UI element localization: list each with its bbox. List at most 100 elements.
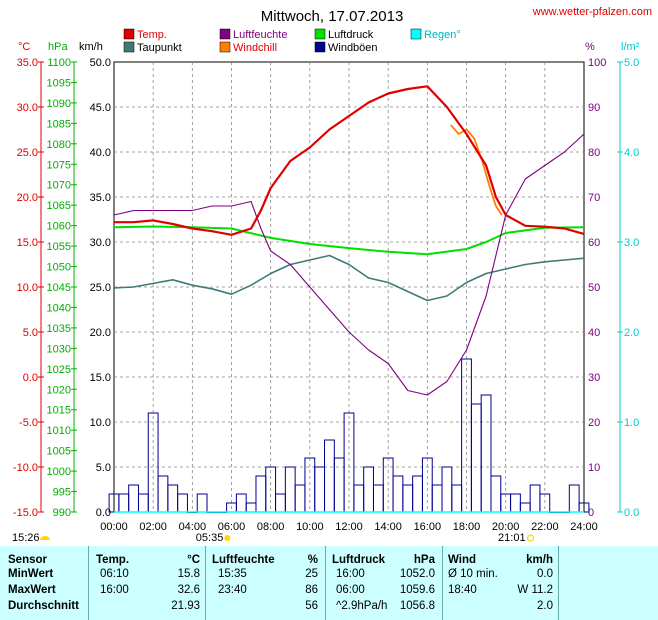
legend-swatch: [219, 41, 231, 53]
legend-swatch: [410, 28, 422, 40]
pressure-time: ^2.9hPa/h: [336, 600, 388, 612]
sun-icon: [224, 535, 231, 541]
pressure-tick-label: 1010: [47, 425, 71, 437]
wind-time: 18:40: [448, 584, 477, 596]
temp-tick-label: -15.0: [13, 507, 38, 519]
pressure-tick-label: 1035: [47, 323, 71, 335]
header-temp-unit: °C: [187, 554, 200, 566]
row-label: MaxWert: [8, 584, 56, 596]
x-tick-label: 22:00: [531, 521, 559, 533]
pressure-tick-label: 1015: [47, 405, 71, 417]
pressure-tick-label: 1045: [47, 282, 71, 294]
pressure-tick-label: 1030: [47, 343, 71, 355]
temp-tick-label: 10.0: [17, 282, 38, 294]
pressure-tick-label: 1060: [47, 221, 71, 233]
x-tick-label: 10:00: [296, 521, 324, 533]
sunrise-label: 05:35: [196, 532, 224, 544]
pressure-tick-label: 1065: [47, 200, 71, 212]
humidity-tick-label: 40: [588, 327, 600, 339]
rain-unit-label: l/m²: [621, 41, 640, 53]
wind-tick-label: 40.0: [90, 147, 111, 159]
chart-title: Mittwoch, 17.07.2013: [261, 8, 404, 25]
temp-tick-label: 0.0: [23, 372, 38, 384]
wind-tick-label: 50.0: [90, 57, 111, 69]
wind-value: 0.0: [537, 568, 553, 580]
legend-label: Windchill: [233, 42, 277, 54]
pressure-value: 1056.8: [399, 600, 435, 612]
temp-time: 06:10: [100, 568, 129, 580]
temp-tick-label: 30.0: [17, 102, 38, 114]
rain-tick-label: 3.0: [624, 237, 639, 249]
header-sensor: Sensor: [8, 554, 47, 566]
humidity-tick-label: 10: [588, 462, 600, 474]
pressure-tick-label: 1090: [47, 98, 71, 110]
pressure-time: 06:00: [336, 584, 365, 596]
humidity-time: 15:35: [218, 568, 247, 580]
temp-unit-label: °C: [18, 41, 30, 53]
humidity-tick-label: 100: [588, 57, 606, 69]
legend-label: Luftfeuchte: [233, 29, 287, 41]
pressure-tick-label: 990: [53, 507, 71, 519]
wind-tick-label: 10.0: [90, 417, 111, 429]
moonrise-label: 15:26: [12, 532, 40, 544]
x-tick-label: 00:00: [100, 521, 128, 533]
temp-tick-label: 20.0: [17, 192, 38, 204]
legend-swatch: [123, 41, 135, 53]
series-line: [113, 254, 585, 302]
weather-chart: Mittwoch, 17.07.2013 www.wetter-pfalzen.…: [12, 6, 652, 544]
legend-swatch: [314, 41, 326, 53]
sun-icon: [526, 534, 535, 542]
temp-tick-label: 5.0: [23, 327, 38, 339]
legend-label: Regen°: [424, 29, 461, 41]
legend-swatch: [123, 28, 135, 40]
legend-swatch: [219, 28, 231, 40]
temp-value: 21.93: [171, 600, 200, 612]
pressure-tick-label: 1000: [47, 466, 71, 478]
pressure-unit-label: hPa: [48, 41, 68, 53]
row-label: MinWert: [8, 568, 54, 580]
wind-tick-label: 5.0: [96, 462, 111, 474]
stats-table: Sensor Temp. °C Luftfeuchte % Luftdruck …: [0, 546, 658, 620]
legend-swatch: [314, 28, 326, 40]
pressure-tick-label: 1095: [47, 77, 71, 89]
rain-tick-label: 4.0: [624, 147, 639, 159]
legend-label: Windböen: [328, 42, 378, 54]
humidity-tick-label: 70: [588, 192, 600, 204]
humidity-value: 86: [305, 584, 318, 596]
grid: [113, 61, 585, 513]
pressure-tick-label: 1025: [47, 364, 71, 376]
header-wind: Wind: [448, 554, 476, 566]
humidity-tick-label: 60: [588, 237, 600, 249]
pressure-tick-label: 1040: [47, 302, 71, 314]
wind-tick-label: 35.0: [90, 192, 111, 204]
temp-value: 15.8: [177, 568, 200, 580]
header-pressure: Luftdruck: [332, 554, 386, 566]
pressure-tick-label: 1070: [47, 180, 71, 192]
moon-icon: [40, 536, 50, 540]
x-tick-label: 06:00: [218, 521, 246, 533]
series-line: [113, 133, 585, 396]
wind-tick-label: 25.0: [90, 282, 111, 294]
temp-value: 32.6: [177, 584, 200, 596]
x-tick-label: 12:00: [335, 521, 363, 533]
humidity-tick-label: 50: [588, 282, 600, 294]
series-line: [450, 124, 503, 216]
humidity-tick-label: 20: [588, 417, 600, 429]
row-label: Durchschnitt: [8, 600, 79, 612]
humidity-tick-label: 30: [588, 372, 600, 384]
x-tick-label: 08:00: [257, 521, 285, 533]
wind-time: Ø 10 min.: [448, 568, 498, 580]
wind-tick-label: 45.0: [90, 102, 111, 114]
x-tick-label: 04:00: [179, 521, 207, 533]
legend: Temp. Luftfeuchte Luftdruck Regen° Taupunkt W…: [123, 28, 461, 54]
pressure-tick-label: 1085: [47, 118, 71, 130]
wind-unit-label: km/h: [79, 41, 103, 53]
wind-tick-label: 30.0: [90, 237, 111, 249]
pressure-tick-label: 1005: [47, 446, 71, 458]
pressure-tick-label: 1055: [47, 241, 71, 253]
sun-times: 05:35 21:01 15:26: [12, 532, 535, 544]
wind-tick-label: 15.0: [90, 372, 111, 384]
axis-ticks: 35.0 30.0 25.0 20.0 15.0 10.0 5.0 0.0 -5.0 -10.0 -…: [13, 57, 639, 533]
header-pressure-unit: hPa: [413, 554, 435, 566]
axis-unit-labels: °C hPa km/h% l/m²: [18, 41, 640, 53]
